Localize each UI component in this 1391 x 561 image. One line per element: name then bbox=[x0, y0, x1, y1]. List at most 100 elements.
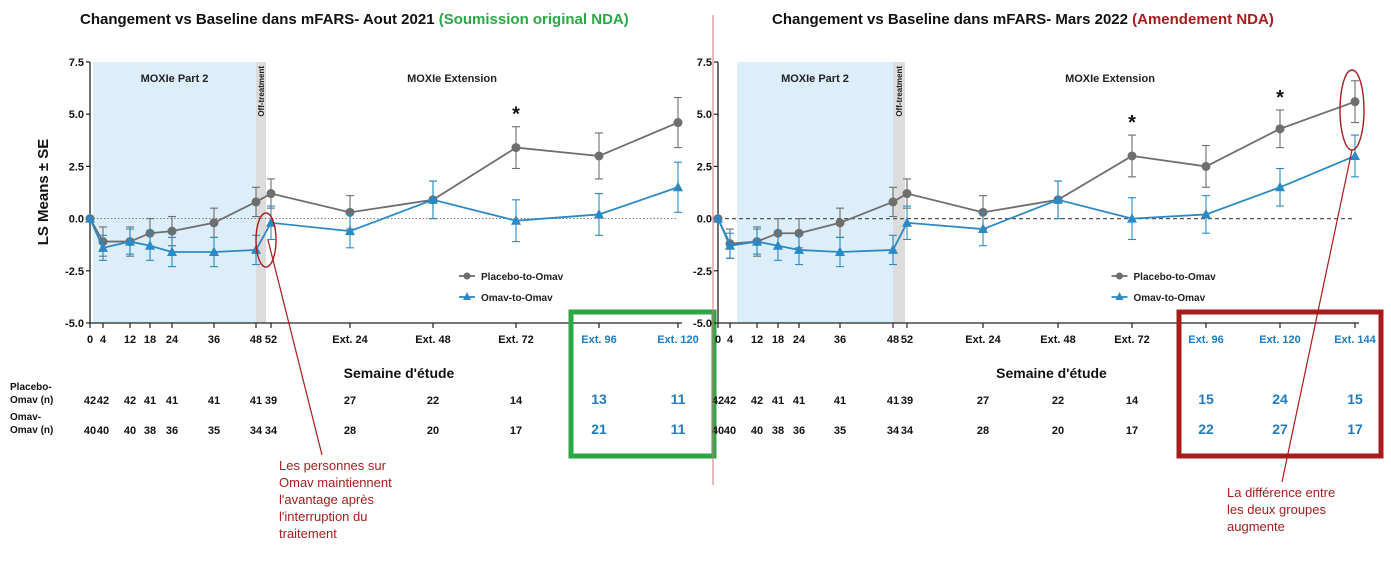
panel1-table-cell: 35 bbox=[208, 425, 220, 437]
panel1-table-cell: 36 bbox=[166, 425, 178, 437]
panel1-point-placebo bbox=[167, 226, 177, 236]
panel2-chart: Changement vs Baseline dans mFARS- Mars … bbox=[693, 11, 1384, 534]
panel2-point-omav bbox=[725, 240, 735, 250]
panel1-point-placebo bbox=[266, 189, 276, 199]
panel2-table-cell: 14 bbox=[1126, 395, 1139, 407]
panel1-table-cell: 42 bbox=[97, 395, 109, 407]
panel1-point-placebo bbox=[251, 197, 261, 207]
panel1-point-omav bbox=[594, 208, 604, 219]
panel1-table-cell: 11 bbox=[671, 391, 686, 407]
panel1-table-cell: 39 bbox=[265, 395, 277, 407]
panel2-y-tick-label: 2.5 bbox=[697, 161, 712, 173]
panel2-point-omav bbox=[902, 217, 912, 227]
panel2-x-tick-label: 52 bbox=[901, 334, 913, 346]
panel2-region-part2 bbox=[737, 62, 893, 323]
panel2-point-omav bbox=[1275, 181, 1285, 192]
panel1-title-tag: (Soumission original NDA) bbox=[439, 11, 629, 28]
panel2-point-omav bbox=[1350, 150, 1360, 160]
panel1-annotation-pointer bbox=[267, 239, 323, 456]
panel1-point-placebo bbox=[673, 118, 683, 128]
panel1-table-cell: 41 bbox=[166, 395, 178, 407]
panel2-point-placebo bbox=[1275, 124, 1285, 134]
panel2-y-tick-label: -5.0 bbox=[693, 318, 712, 330]
panel2-x-tick-label: 0 bbox=[715, 334, 721, 346]
panel1-table-row-label-line: Omav- bbox=[10, 412, 41, 423]
panel2-table-cell: 41 bbox=[887, 395, 899, 407]
panel1-table-cell: 34 bbox=[250, 425, 263, 437]
panel1-table-cell: 41 bbox=[250, 395, 262, 407]
panel2-x-tick-label: Ext. 144 bbox=[1334, 334, 1376, 346]
panel2-point-placebo bbox=[902, 189, 912, 199]
panel1-annotation-line: l'avantage après bbox=[279, 492, 374, 507]
panel1-x-tick-label: 0 bbox=[87, 334, 93, 346]
panel1-legend-marker-omav bbox=[463, 292, 471, 300]
panel1-annotation-ellipse bbox=[255, 212, 277, 268]
panel2-point-placebo bbox=[835, 218, 845, 228]
panel2-point-placebo bbox=[888, 197, 898, 207]
panel1-y-tick-label: 5.0 bbox=[69, 109, 84, 121]
panel2-x-tick-label: 36 bbox=[834, 334, 846, 346]
panel2-table-cell: 27 bbox=[1272, 421, 1288, 437]
panel2-title-main: Changement vs Baseline dans mFARS- Mars … bbox=[772, 11, 1132, 28]
panel2-table-cell: 40 bbox=[712, 425, 724, 437]
panel1-point-omav bbox=[673, 181, 683, 192]
panel1-region-part2-label: MOXIe Part 2 bbox=[141, 73, 209, 85]
panel1-legend-label-omav: Omav-to-Omav bbox=[481, 293, 553, 304]
panel2-y-tick-label: 7.5 bbox=[697, 57, 712, 69]
panel2-table-cell: 41 bbox=[834, 395, 846, 407]
panel1-table-row-label-line: Placebo- bbox=[10, 382, 52, 393]
panel2-legend-marker-omav bbox=[1115, 292, 1124, 300]
panel2-region-ext-label: MOXIe Extension bbox=[1065, 73, 1155, 85]
panel1-x-label: Semaine d'étude bbox=[344, 365, 455, 381]
panel2-x-tick-label: Ext. 96 bbox=[1188, 334, 1223, 346]
panel2-region-part2-label: MOXIe Part 2 bbox=[781, 73, 849, 85]
panel1-point-omav bbox=[167, 246, 177, 257]
panel2-table-cell: 15 bbox=[1198, 391, 1214, 407]
panel1-x-tick-label: 24 bbox=[166, 334, 179, 346]
panel1-annotation-text: Les personnes sur Omav maintiennent l'avan… bbox=[279, 458, 392, 541]
panel1-x-tick-label: 48 bbox=[250, 334, 262, 346]
panel1-table-cell: 41 bbox=[208, 395, 220, 407]
panel1-table-row-label: Placebo- Omav (n) bbox=[10, 382, 53, 406]
panel1-point-omav bbox=[511, 215, 521, 225]
panel1-x-tick-label: 4 bbox=[100, 334, 107, 346]
panel2-annotation-text: La différence entre les deux groupes augme… bbox=[1227, 485, 1335, 534]
panel1-significance-marker: * bbox=[512, 104, 520, 126]
panel2-region-off-label: Off-treatment bbox=[895, 66, 904, 117]
panel1-y-tick-label: -2.5 bbox=[65, 266, 84, 278]
panel2-point-omav bbox=[835, 246, 845, 257]
panel1-table-cell: 38 bbox=[144, 425, 156, 437]
panel2-x-tick-label: 4 bbox=[727, 334, 734, 346]
panel1-table-cell: 42 bbox=[84, 395, 96, 407]
panel1-point-omav bbox=[85, 213, 95, 223]
panel2-x-label: Semaine d'étude bbox=[996, 365, 1107, 381]
panel2-series-line bbox=[717, 155, 1356, 253]
panel1-y-label: LS Means ± SE bbox=[35, 139, 52, 246]
panel2-point-omav bbox=[1127, 213, 1137, 223]
panel1-point-omav bbox=[428, 194, 438, 204]
panel1-x-tick-label: 52 bbox=[265, 334, 277, 346]
panel2-annotation-ellipse bbox=[1339, 69, 1365, 151]
panel2-title: Changement vs Baseline dans mFARS- Mars … bbox=[772, 11, 1274, 28]
panel2-series-omav bbox=[713, 134, 1360, 268]
panel2-point-omav bbox=[1201, 208, 1211, 219]
panel1-point-omav bbox=[209, 246, 219, 257]
panel1-x-tick-label: Ext. 24 bbox=[332, 334, 368, 346]
panel1-point-placebo bbox=[511, 143, 521, 153]
panel2-table-cell: 28 bbox=[977, 425, 989, 437]
panel2-table-cell: 40 bbox=[724, 425, 736, 437]
panel2-table-cell: 20 bbox=[1052, 425, 1064, 437]
panel2-point-omav bbox=[773, 240, 783, 250]
panel2-legend-label-placebo: Placebo-to-Omav bbox=[1134, 272, 1217, 283]
panel1-region-off bbox=[256, 62, 266, 323]
panel1-x-tick-label: Ext. 48 bbox=[415, 334, 450, 346]
panel2-x-tick-label: 18 bbox=[772, 334, 784, 346]
panel2-region-off bbox=[893, 62, 905, 323]
panel2-point-omav bbox=[978, 223, 988, 234]
panel2-annotation-pointer bbox=[1281, 149, 1353, 483]
panel2-significance-marker: * bbox=[1276, 87, 1284, 109]
panel1-x-tick-label: Ext. 120 bbox=[657, 334, 699, 346]
panel1-table-cell: 40 bbox=[97, 425, 109, 437]
panel2-table-cell: 42 bbox=[751, 395, 763, 407]
panel2-point-omav bbox=[713, 213, 723, 223]
